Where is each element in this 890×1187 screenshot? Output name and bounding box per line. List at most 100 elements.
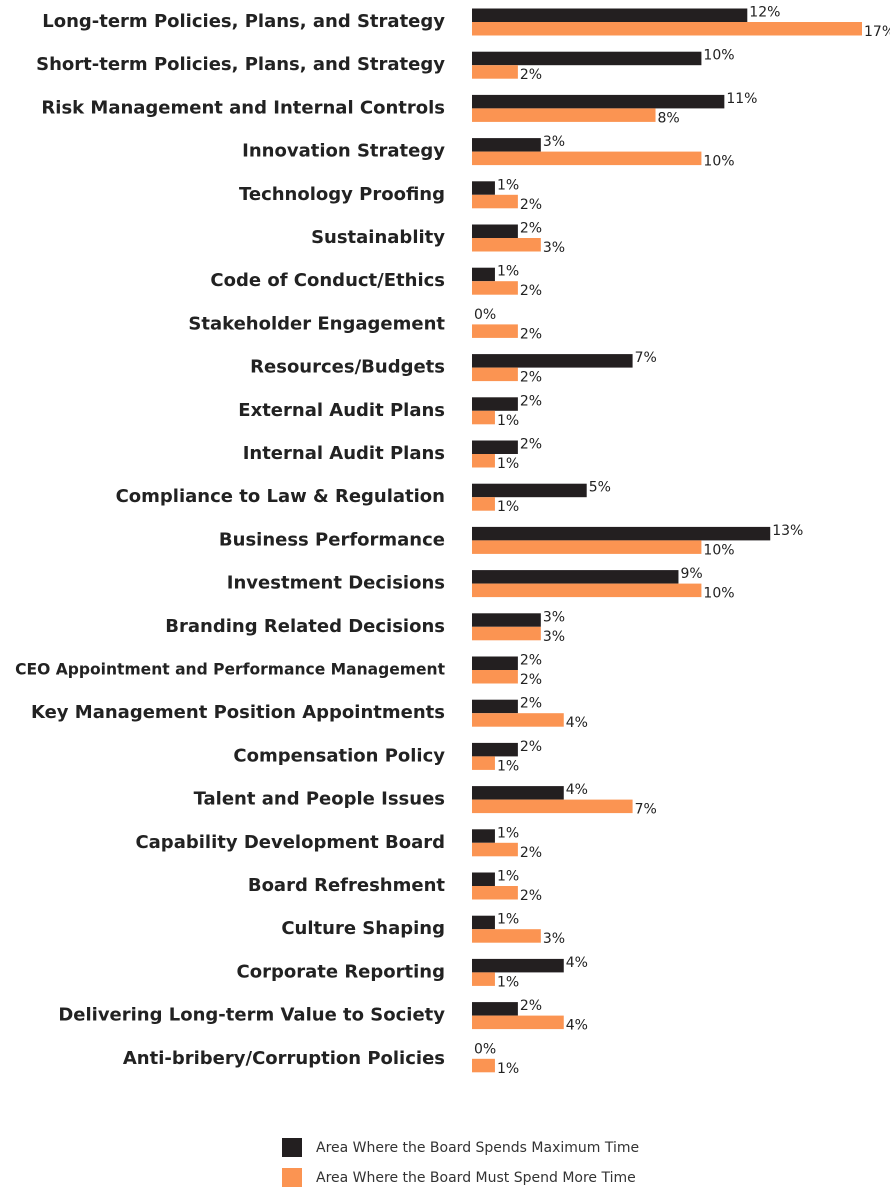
bar [472,713,564,727]
category-label: Delivering Long-term Value to Society [58,1005,445,1026]
bar [472,108,656,122]
bar [472,570,679,584]
value-label: 4% [566,782,588,798]
bar [472,842,518,857]
category-label: Corporate Reporting [237,961,445,982]
bar [472,915,495,930]
category-label: Board Refreshment [248,875,446,896]
bar [472,786,564,800]
category-label: Compensation Policy [233,745,445,766]
bar [472,613,541,627]
value-label: 10% [703,48,734,64]
bar [472,267,495,282]
value-label: 1% [497,413,519,429]
category-label: Branding Related Decisions [165,616,445,637]
category-label: Internal Audit Plans [243,443,445,464]
value-label: 2% [520,437,542,453]
value-label: 1% [497,456,519,472]
value-label: 10% [703,154,734,170]
value-label: 1% [497,264,519,280]
value-label: 2% [520,739,542,755]
value-label: 9% [680,566,702,582]
value-label: 5% [589,480,611,496]
bar [472,756,495,770]
value-label: 1% [497,974,519,990]
value-label: 1% [497,825,519,841]
value-label: 2% [520,845,542,861]
value-label: 3% [543,134,565,150]
value-label: 0% [474,1041,496,1057]
value-label: 13% [772,523,803,539]
bar [472,367,518,382]
category-label: External Audit Plans [238,400,445,421]
value-label: 0% [474,307,496,323]
value-label: 7% [635,802,657,818]
bar [472,958,564,973]
bar [472,454,495,468]
value-label: 17% [864,24,890,40]
value-label: 2% [520,370,542,386]
bar [472,670,518,684]
value-label: 1% [497,177,519,193]
category-label: Long-term Policies, Plans, and Strategy [42,11,445,32]
value-label: 4% [566,1018,588,1034]
value-label: 3% [543,931,565,947]
category-label: Risk Management and Internal Controls [41,97,445,118]
value-label: 2% [520,221,542,237]
category-label: CEO Appointment and Performance Manageme… [15,661,445,679]
bar [472,540,702,554]
legend-swatch [282,1138,302,1157]
bar [472,94,725,109]
bar [472,1058,495,1073]
bar [472,1015,564,1030]
value-label: 1% [497,869,519,885]
bar [472,65,518,79]
value-label: 12% [749,5,780,21]
category-label: Culture Shaping [281,918,445,939]
bar [472,224,518,238]
bar [472,583,702,598]
bar [472,8,748,22]
value-label: 10% [703,586,734,602]
bar [472,238,541,252]
bar [472,526,771,541]
bar [472,281,518,295]
value-label: 2% [520,888,542,904]
bar [472,410,495,425]
category-label: Anti-bribery/Corruption Policies [123,1048,445,1069]
bar [472,51,702,66]
bar [472,829,495,843]
value-label: 2% [520,67,542,83]
bar [472,181,495,195]
value-label: 2% [520,393,542,409]
bar [472,972,495,986]
category-label: Stakeholder Engagement [188,313,445,334]
value-label: 1% [497,758,519,774]
bar [472,138,541,152]
category-label: Compliance to Law & Regulation [116,486,445,507]
bar [472,699,518,714]
category-label: Technology Proofing [239,184,445,205]
category-label: Code of Conduct/Ethics [210,270,445,291]
category-label: Talent and People Issues [194,789,445,810]
bar [472,929,541,943]
bar [472,497,495,511]
value-label: 2% [520,197,542,213]
bar [472,440,518,454]
bar [472,194,518,209]
category-label: Capability Development Board [135,832,445,853]
bar [472,886,518,900]
bar [472,1002,518,1016]
value-label: 3% [543,240,565,256]
value-label: 7% [635,350,657,366]
category-label: Innovation Strategy [242,141,445,162]
bar [472,397,518,411]
value-label: 1% [497,499,519,515]
bar [472,799,633,814]
bar [472,324,518,338]
value-label: 1% [497,1061,519,1077]
category-label: Business Performance [219,529,445,550]
bar [472,483,587,498]
value-label: 11% [726,91,757,107]
category-label: Key Management Position Appointments [31,702,445,723]
